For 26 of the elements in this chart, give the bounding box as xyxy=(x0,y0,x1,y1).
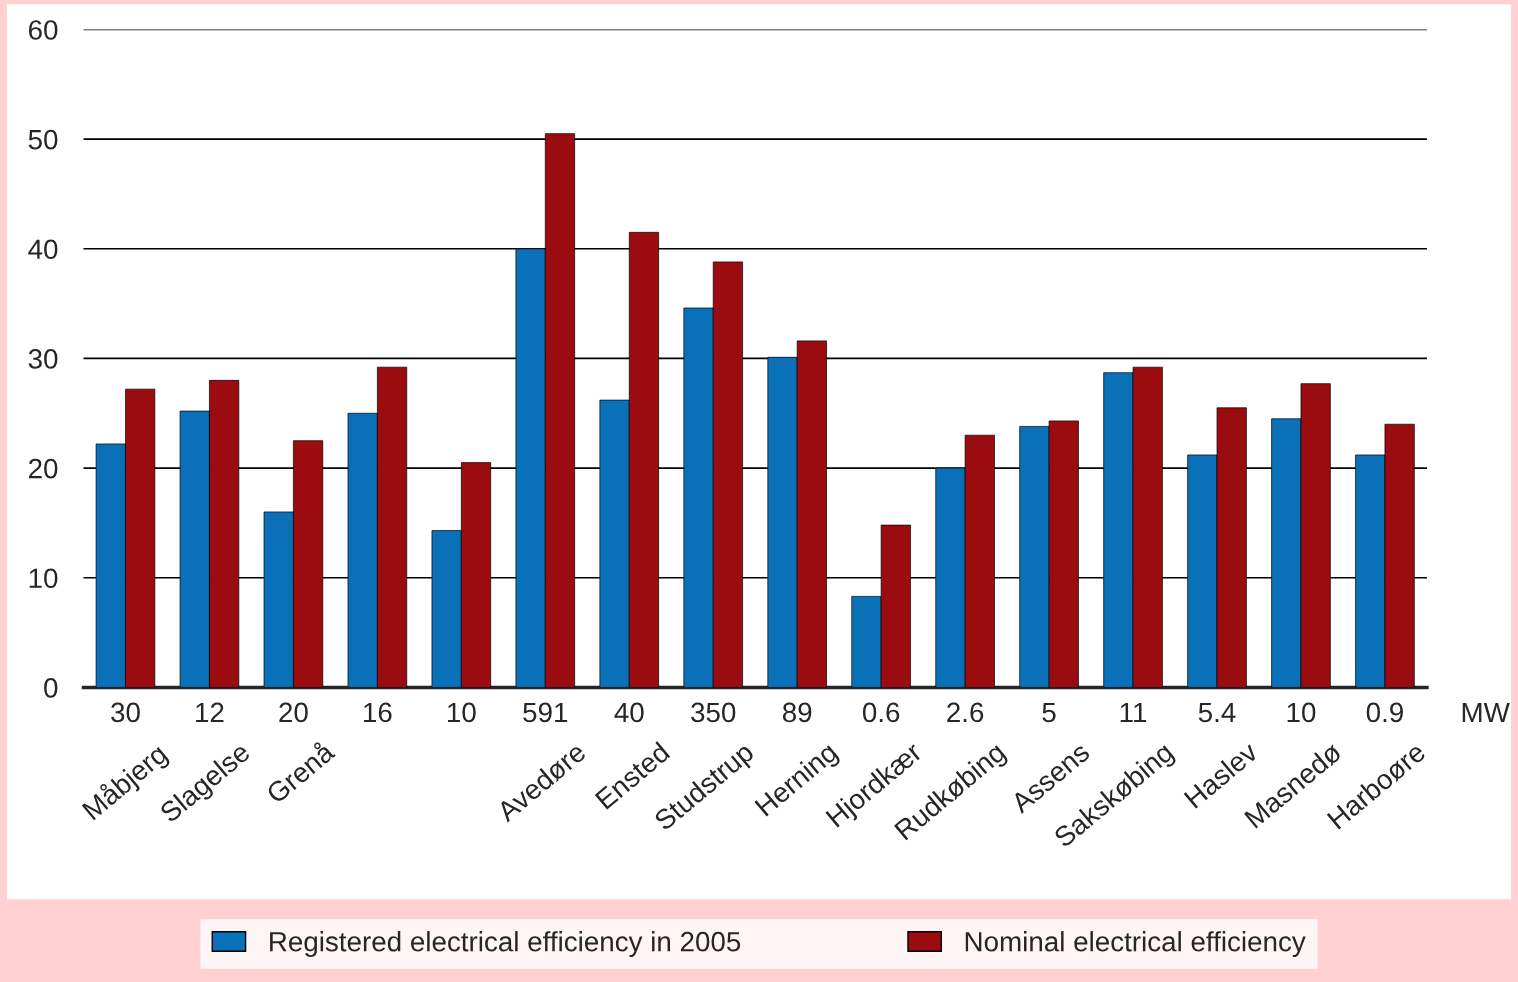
legend-label: Nominal electrical efficiency xyxy=(965,931,1306,957)
text: 40 xyxy=(614,702,644,723)
text: 0.9 xyxy=(1366,702,1403,723)
y-tick-label: 20 xyxy=(28,458,58,479)
text: 350 xyxy=(691,702,736,723)
text: 11 xyxy=(1120,702,1147,722)
text: 10 xyxy=(448,702,476,723)
text: 30 xyxy=(111,702,140,723)
y-tick-label: 50 xyxy=(28,129,58,150)
text: 0.6 xyxy=(862,702,900,723)
y-tick-label: 60 xyxy=(29,20,58,40)
y-tick-label: 10 xyxy=(29,568,58,589)
text: 2.6 xyxy=(947,702,984,723)
text: 16 xyxy=(364,702,392,723)
text: 5 xyxy=(1042,702,1056,723)
text: MW xyxy=(1462,702,1510,722)
y-tick-label: 40 xyxy=(28,239,58,260)
y-tick-label: 30 xyxy=(28,349,58,369)
text: 20 xyxy=(279,702,308,723)
legend-label: Registered electrical efficiency in 2005 xyxy=(270,931,741,957)
text: 5.4 xyxy=(1198,702,1236,723)
text: 10 xyxy=(1287,702,1316,723)
y-tick-label: 0 xyxy=(44,678,58,698)
text: 591 xyxy=(523,702,568,723)
text: 12 xyxy=(196,702,224,722)
text: 89 xyxy=(782,702,812,723)
